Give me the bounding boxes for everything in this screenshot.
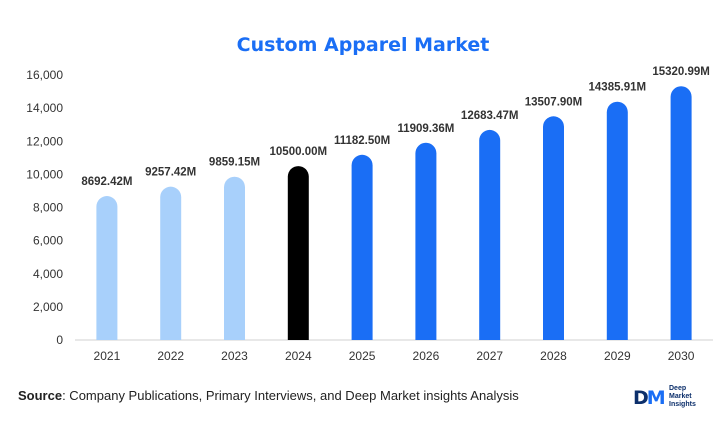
y-tick-label: 0 [56,333,63,347]
y-tick-label: 8,000 [33,201,63,215]
source-note: Source: Company Publications, Primary In… [18,388,519,403]
y-axis: 0 2,000 4,000 6,000 8,000 10,000 12,000 14,000 1… [26,68,63,347]
bar-2030 [670,86,692,340]
data-label-2024: 10500.00M [270,146,328,158]
x-axis: 2021 2022 2023 2024 2025 2026 2027 2028 2029 2030 [75,339,713,363]
chart-title: Custom Apparel Market [236,34,490,56]
x-tick-label: 2030 [668,349,695,363]
x-tick-label: 2029 [604,349,631,363]
data-label-2030: 15320.99M [652,66,710,78]
data-label-2021: 8692.42M [81,176,132,188]
x-tick-label: 2025 [349,349,376,363]
x-tick-label: 2022 [157,349,184,363]
data-label-2027: 12683.47M [461,110,519,122]
bar-2026 [415,142,437,340]
data-label-2023: 9859.15M [209,157,260,169]
y-tick-label: 6,000 [33,234,63,248]
logo-line-1: Deep [669,385,687,392]
data-labels: 8692.42M 9257.42M 9859.15M 10500.00M 11182.5… [81,66,710,188]
logo-mark-right: M [646,387,666,409]
logo-mark-left: D [633,387,649,409]
bar-2022 [160,186,182,340]
bar-2025 [351,154,373,340]
bar-2023 [224,176,245,340]
data-label-2022: 9257.42M [145,167,196,179]
bar-2028 [543,116,564,340]
x-tick-label: 2028 [540,349,567,363]
x-tick-label: 2021 [94,349,121,363]
company-logo: DM Deep Market Insights [633,385,723,413]
y-tick-label: 14,000 [26,101,63,115]
logo-line-3: Insights [669,401,696,408]
y-tick-label: 10,000 [26,167,63,181]
x-tick-label: 2027 [476,349,503,363]
data-label-2029: 14385.91M [589,82,647,94]
bar-2027 [479,129,501,340]
bar-2021 [96,196,118,340]
x-tick-label: 2024 [285,349,312,363]
logo-wordmark: Deep Market Insights [669,385,696,409]
y-tick-label: 2,000 [33,300,63,314]
bar-chart: 0 2,000 4,000 6,000 8,000 10,000 12,000 14,000 1… [26,66,713,363]
y-tick-label: 16,000 [26,68,63,82]
bar-2024 [287,166,309,340]
x-tick-label: 2026 [413,349,440,363]
data-label-2026: 11909.36M [397,123,454,135]
data-label-2028: 13507.90M [525,96,583,108]
logo-line-2: Market [669,393,692,400]
bar-2029 [606,101,628,340]
y-tick-label: 12,000 [26,134,63,148]
x-tick-label: 2023 [221,349,248,363]
y-tick-label: 4,000 [33,267,63,281]
logo-mark: DM [633,387,666,409]
data-label-2025: 11182.50M [334,135,390,147]
source-text: : Company Publications, Primary Intervie… [62,388,519,403]
source-label: Source [18,388,63,403]
bars [96,86,692,340]
